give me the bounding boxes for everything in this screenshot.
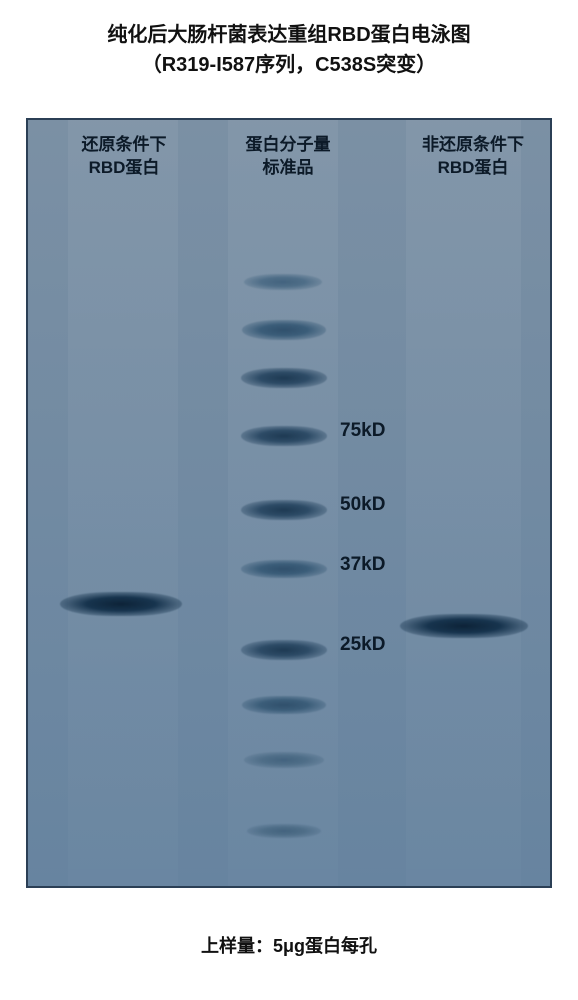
marker-band-2 (241, 368, 327, 388)
lane-header-marker: 蛋白分子量 标准品 (218, 134, 358, 180)
marker-band-6 (241, 640, 327, 660)
lane-header-reducing-line1: 还原条件下 (54, 134, 194, 157)
marker-band-8 (244, 752, 324, 768)
marker-band-0 (244, 274, 322, 290)
lane-header-nonreducing-line1: 非还原条件下 (398, 134, 548, 157)
marker-band-3 (241, 426, 327, 446)
figure-title-line1: 纯化后大肠杆菌表达重组RBD蛋白电泳图 (0, 20, 578, 50)
sample-band-reducing (60, 592, 182, 616)
marker-band-7 (242, 696, 326, 714)
figure-caption: 上样量：5μg蛋白每孔 (0, 932, 578, 958)
lane-header-nonreducing-line2: RBD蛋白 (398, 157, 548, 180)
lane-header-reducing-line2: RBD蛋白 (54, 157, 194, 180)
figure-title-line2: （R319-I587序列，C538S突变） (0, 50, 578, 80)
lane-column-3 (406, 120, 521, 886)
mw-label-37kD: 37kD (340, 554, 385, 576)
marker-band-5 (241, 560, 327, 578)
mw-label-50kD: 50kD (340, 494, 385, 516)
lane-header-marker-line2: 标准品 (218, 157, 358, 180)
figure-title: 纯化后大肠杆菌表达重组RBD蛋白电泳图 （R319-I587序列，C538S突变… (0, 0, 578, 80)
lane-header-nonreducing: 非还原条件下 RBD蛋白 (398, 134, 548, 180)
marker-band-9 (247, 824, 321, 838)
gel-electrophoresis-image: 还原条件下 RBD蛋白 蛋白分子量 标准品 非还原条件下 RBD蛋白 75kD 5… (26, 118, 552, 888)
sample-band-nonreducing (400, 614, 528, 638)
lane-header-reducing: 还原条件下 RBD蛋白 (54, 134, 194, 180)
marker-band-4 (241, 500, 327, 520)
lane-header-marker-line1: 蛋白分子量 (218, 134, 358, 157)
lane-column-1 (68, 120, 178, 886)
mw-label-75kD: 75kD (340, 420, 385, 442)
mw-label-25kD: 25kD (340, 634, 385, 656)
marker-band-1 (242, 320, 326, 340)
